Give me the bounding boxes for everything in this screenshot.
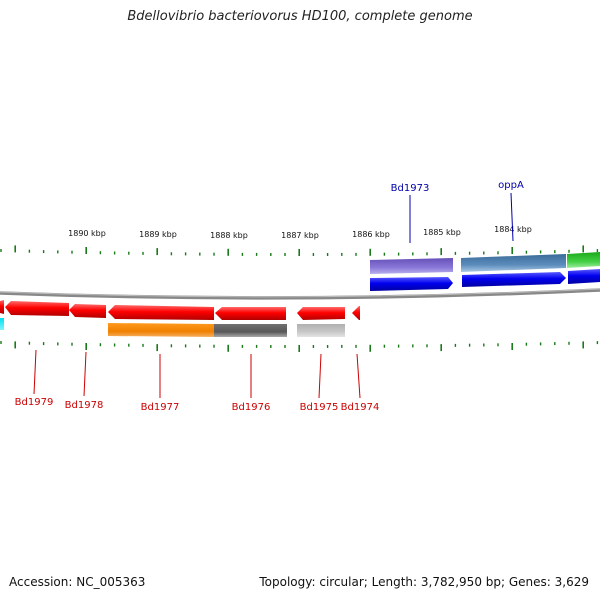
forward-cds-ring xyxy=(370,269,600,291)
genome-backbone xyxy=(0,288,600,300)
kbp-label: 1887 kbp xyxy=(281,231,319,240)
label-line-bd1975 xyxy=(318,353,322,399)
map-title: Bdellovibrio bacteriovorus HD100, comple… xyxy=(127,9,473,24)
inner-tick-ring xyxy=(0,341,599,352)
reverse-gene-labels: Bd1979 Bd1978 Bd1977 Bd1976 Bd1975 Bd197… xyxy=(15,349,380,413)
category-block-purple xyxy=(370,258,453,274)
cds-reverse-partial xyxy=(0,300,4,314)
kbp-label: 1888 kbp xyxy=(210,231,248,240)
cds-forward-bd1973 xyxy=(370,277,453,291)
cds-reverse-bd1978 xyxy=(69,304,106,318)
label-line-bd1974 xyxy=(356,353,361,399)
category-block-darkgray xyxy=(214,324,287,337)
gene-label-bd1974[interactable]: Bd1974 xyxy=(341,402,380,413)
topology-text: Topology: circular; Length: 3,782,950 bp… xyxy=(259,575,589,589)
label-line-bd1979 xyxy=(33,349,37,395)
cds-reverse-bd1977 xyxy=(108,305,214,320)
category-block-orange xyxy=(108,323,214,337)
kbp-label: 1886 kbp xyxy=(352,230,390,239)
cds-forward-oppa xyxy=(462,272,566,287)
gene-label-bd1973[interactable]: Bd1973 xyxy=(391,183,430,194)
gene-label-bd1976[interactable]: Bd1976 xyxy=(232,402,271,413)
kbp-label: 1885 kbp xyxy=(423,228,461,237)
reverse-category-ring xyxy=(0,318,345,337)
forward-gene-labels: Bd1973 oppA xyxy=(391,180,524,243)
cds-reverse-bd1975 xyxy=(297,307,345,320)
gene-label-bd1979[interactable]: Bd1979 xyxy=(15,397,54,408)
genome-backbone-highlight xyxy=(0,288,600,298)
gene-label-bd1977[interactable]: Bd1977 xyxy=(141,402,180,413)
forward-category-ring xyxy=(370,252,600,274)
reverse-cds-ring xyxy=(0,300,360,320)
kbp-labels: 1890 kbp 1889 kbp 1888 kbp 1887 kbp 1886… xyxy=(68,225,532,240)
category-block-lightgray xyxy=(297,324,345,337)
accession-text: Accession: NC_005363 xyxy=(9,575,146,589)
category-block-steel xyxy=(461,254,566,272)
gene-label-oppa[interactable]: oppA xyxy=(498,180,524,191)
gene-label-bd1975[interactable]: Bd1975 xyxy=(300,402,339,413)
cds-reverse-bd1976 xyxy=(215,307,286,320)
gene-label-bd1978[interactable]: Bd1978 xyxy=(65,400,104,411)
cds-reverse-bd1974 xyxy=(352,306,360,320)
cds-reverse-bd1979 xyxy=(5,301,69,316)
kbp-label: 1889 kbp xyxy=(139,230,177,239)
category-block-green xyxy=(567,252,600,268)
category-block-cyan xyxy=(0,318,4,330)
cds-forward-next xyxy=(568,269,600,284)
kbp-label: 1890 kbp xyxy=(68,229,106,238)
label-line-oppa xyxy=(510,192,514,242)
label-line-bd1978 xyxy=(83,351,87,397)
outer-tick-ring xyxy=(0,245,599,256)
